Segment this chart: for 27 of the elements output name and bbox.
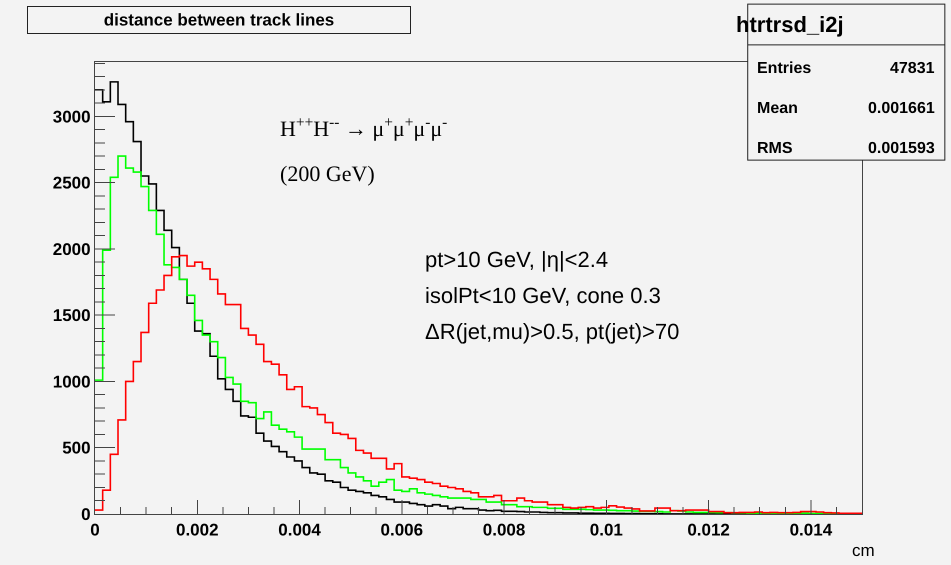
y-tick-label: 2500 [52, 174, 91, 193]
x-axis-title: cm [852, 541, 875, 560]
annotation: pt>10 GeV, |η|<2.4 [425, 247, 608, 272]
y-tick-label: 2000 [52, 240, 91, 259]
annotation: RMS [757, 140, 793, 157]
annotation: Entries [757, 60, 812, 77]
chart-title: distance between track lines [104, 10, 334, 30]
annotation: isolPt<10 GeV, cone 0.3 [425, 283, 661, 308]
annotation: (200 GeV) [280, 161, 375, 186]
x-tick-label: 0.012 [687, 520, 730, 540]
annotation: ΔR(jet,mu)>0.5, pt(jet)>70 [425, 319, 680, 344]
y-tick-label: 1000 [52, 372, 91, 392]
annotation: Mean [757, 100, 798, 117]
x-tick-label: 0.002 [176, 520, 219, 540]
y-tick-label: 1500 [52, 306, 91, 326]
x-tick-label: 0.01 [590, 520, 623, 540]
x-tick-label: 0.008 [482, 520, 526, 540]
text: 0.001593 [868, 140, 935, 157]
x-tick-label: 0.006 [380, 520, 424, 540]
y-tick-label: 3000 [52, 107, 91, 126]
y-tick-label: 500 [62, 438, 91, 458]
y-tick-label: 0 [81, 504, 91, 524]
text: 0.001661 [868, 100, 935, 117]
x-tick-label: 0.014 [790, 520, 833, 540]
text: H$^{++}$H$^{--}$ → μ$^{+}$μ$^{+}$μ$^{-}$μ$^{-}$ [280, 114, 448, 142]
x-tick-label: 0.004 [278, 520, 322, 540]
text: 47831 [890, 60, 935, 77]
